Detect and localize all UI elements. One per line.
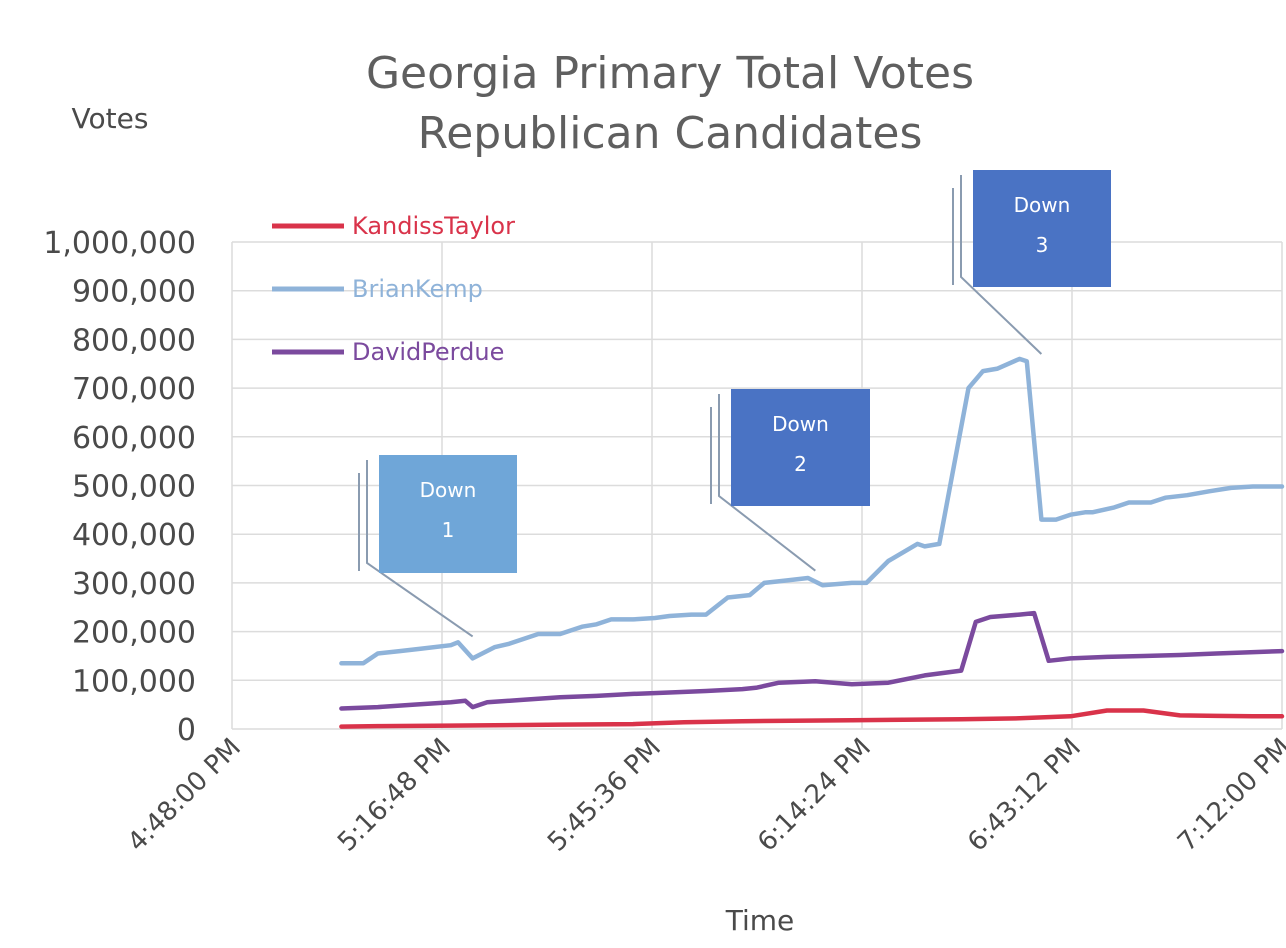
y-axis-label: Votes: [72, 102, 149, 135]
y-tick-label: 600,000: [72, 421, 196, 456]
legend-label: KandissTaylor: [352, 212, 515, 240]
callout-leader: [366, 460, 474, 638]
chart-title-line1: Georgia Primary Total Votes: [366, 48, 974, 99]
y-tick-label: 700,000: [72, 372, 196, 407]
callout-box: [731, 389, 870, 506]
x-tick-label: 5:16:48 PM: [332, 733, 457, 858]
y-tick-label: 400,000: [72, 518, 196, 553]
y-tick-label: 100,000: [72, 664, 196, 699]
callout-box: [973, 170, 1111, 287]
chart-title-line2: Republican Candidates: [418, 108, 923, 159]
callout-down-3: Down 3: [952, 170, 1111, 355]
legend-label: BrianKemp: [352, 275, 483, 303]
y-tick-label: 500,000: [72, 470, 196, 505]
callout-leader: [960, 175, 1043, 355]
callout-box: [379, 455, 517, 573]
callout-number: 2: [794, 452, 807, 476]
legend-item-briankemp: BrianKemp: [272, 275, 483, 303]
callout-number: 1: [442, 518, 455, 542]
y-tick-label: 1,000,000: [43, 226, 196, 261]
callout-down-1: Down 1: [358, 455, 517, 638]
y-tick-label: 800,000: [72, 323, 196, 358]
callout-label: Down: [1014, 193, 1071, 217]
x-tick-labels: 4:48:00 PM 5:16:48 PM 5:45:36 PM 6:14:24 PM…: [122, 733, 1286, 858]
legend-item-davidperdue: DavidPerdue: [272, 338, 504, 366]
y-tick-label: 900,000: [72, 275, 196, 310]
x-tick-label: 6:43:12 PM: [962, 733, 1087, 858]
callout-leader: [718, 394, 816, 572]
callout-down-2: Down 2: [710, 389, 870, 572]
series-lines: [339, 356, 1285, 729]
x-tick-label: 4:48:00 PM: [122, 733, 247, 858]
series-line-kandisstaylor: [339, 708, 1285, 729]
series-line-briankemp: [339, 356, 1285, 666]
x-tick-label: 5:45:36 PM: [542, 733, 667, 858]
x-axis-label: Time: [725, 904, 795, 937]
x-tick-label: 7:12:00 PM: [1172, 733, 1286, 858]
y-tick-label: 300,000: [72, 567, 196, 602]
legend: KandissTaylor BrianKemp DavidPerdue: [272, 212, 515, 366]
callout-label: Down: [420, 478, 477, 502]
legend-label: DavidPerdue: [352, 338, 504, 366]
y-tick-labels: 1,000,000 900,000 800,000 700,000 600,000 500…: [43, 226, 196, 748]
series-line-davidperdue: [339, 610, 1285, 711]
callout-label: Down: [772, 412, 829, 436]
callouts: Down 1 Down 2 Down 3: [358, 170, 1111, 638]
y-tick-label: 0: [177, 713, 196, 748]
y-tick-label: 200,000: [72, 616, 196, 651]
legend-item-kandisstaylor: KandissTaylor: [272, 212, 515, 240]
callout-number: 3: [1036, 233, 1049, 257]
x-tick-label: 6:14:24 PM: [752, 733, 877, 858]
